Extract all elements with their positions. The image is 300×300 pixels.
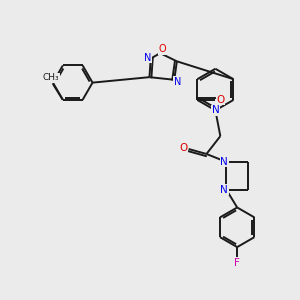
Text: N: N: [212, 105, 219, 116]
Text: O: O: [180, 143, 188, 153]
Text: N: N: [144, 52, 152, 63]
Text: O: O: [158, 44, 166, 54]
Text: O: O: [216, 95, 224, 105]
Text: N: N: [220, 184, 228, 195]
Text: CH₃: CH₃: [43, 74, 59, 82]
Text: F: F: [234, 258, 240, 268]
Text: N: N: [220, 157, 228, 167]
Text: N: N: [174, 77, 181, 87]
